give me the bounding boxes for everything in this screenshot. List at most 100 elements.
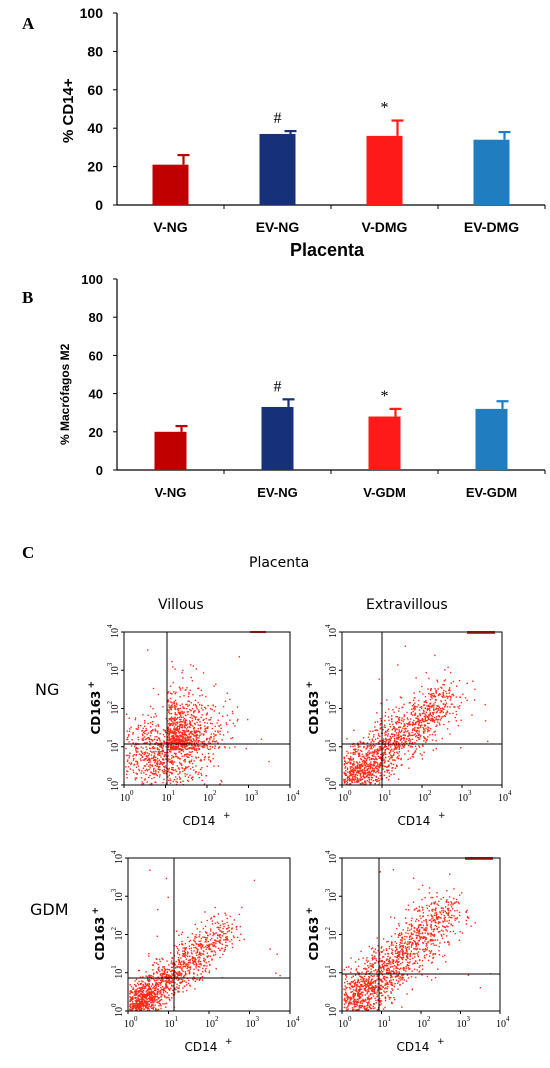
flow-event-dot (155, 759, 157, 761)
flow-event-dot (198, 737, 200, 739)
flow-event-dot (430, 696, 432, 698)
flow-event-dot (153, 770, 155, 772)
flow-event-dot (183, 740, 185, 743)
flow-x-tick-label: 10 (120, 793, 130, 804)
flow-event-dot (353, 760, 355, 763)
flow-event-dot (343, 968, 345, 971)
flow-event-dot (380, 722, 382, 725)
flow-event-dot (135, 990, 138, 993)
flow-event-dot (412, 729, 414, 731)
flow-event-dot (451, 902, 453, 904)
flow-event-dot (213, 765, 215, 767)
flow-event-dot (165, 751, 167, 754)
flow-event-dot (352, 752, 354, 754)
flow-event-dot (162, 745, 164, 748)
flow-event-dot (126, 730, 129, 732)
flow-event-dot (165, 746, 167, 748)
flow-event-dot (126, 736, 129, 739)
flow-event-dot (417, 717, 419, 720)
flow-event-dot (169, 760, 172, 763)
flow-event-dot (143, 1001, 145, 1003)
flow-event-dot (452, 712, 454, 715)
flow-event-dot (413, 706, 415, 708)
flow-event-dot (433, 709, 435, 712)
flow-event-dot (180, 982, 182, 984)
flow-event-dot (131, 1003, 134, 1005)
flow-event-dot (179, 723, 181, 726)
flow-event-dot (243, 938, 245, 941)
flow-event-dot (190, 732, 192, 734)
flow-event-dot (171, 754, 173, 757)
flow-event-dot (134, 980, 136, 982)
flow-event-dot (146, 759, 149, 762)
flow-event-dot (379, 766, 381, 768)
flow-event-dot (343, 778, 345, 781)
flow-event-dot (373, 975, 375, 977)
flow-event-dot (222, 931, 224, 933)
flow-event-dot (171, 730, 174, 732)
flow-event-dot (349, 767, 352, 770)
flow-event-dot (416, 736, 419, 739)
flow-event-dot (447, 695, 449, 698)
flow-event-dot (214, 953, 217, 956)
flow-event-dot (402, 734, 404, 736)
flow-event-dot (350, 957, 352, 959)
flow-event-dot (379, 735, 381, 738)
flow-event-dot (395, 744, 398, 746)
flow-event-dot (443, 703, 445, 706)
flow-event-dot (442, 694, 445, 697)
flow-event-dot (396, 720, 398, 723)
flow-event-dot (185, 730, 188, 732)
flow-event-dot (396, 765, 398, 768)
flow-event-dot (371, 752, 373, 754)
flow-event-dot (363, 771, 366, 774)
flow-event-dot (433, 703, 435, 705)
flow-event-dot (214, 706, 217, 708)
flow-event-dot (180, 723, 182, 726)
flow-event-dot (184, 714, 187, 716)
flow-event-dot (353, 985, 356, 988)
flow-event-dot (171, 979, 174, 982)
flow-event-dot (195, 737, 197, 739)
flow-event-dot (169, 728, 171, 730)
flow-event-dot (372, 758, 375, 760)
flow-event-dot (160, 995, 163, 998)
flow-event-dot (416, 969, 418, 971)
flow-event-dot (239, 925, 242, 928)
flow-event-dot (346, 779, 349, 782)
flow-event-dot (172, 769, 175, 772)
flow-event-dot (396, 741, 399, 743)
flow-event-dot (384, 715, 386, 717)
flow-event-dot (184, 947, 186, 949)
flow-event-dot (201, 733, 203, 735)
flow-event-dot (384, 734, 386, 736)
flow-event-dot (139, 1009, 141, 1011)
flow-event-dot (159, 733, 161, 735)
flow-event-dot (359, 745, 361, 748)
flow-event-dot (183, 760, 185, 762)
flow-event-dot (134, 1006, 136, 1008)
flow-event-dot (450, 671, 452, 674)
flow-event-dot (440, 929, 443, 932)
flow-event-dot (194, 923, 197, 926)
flow-event-dot (439, 724, 441, 726)
flow-event-dot (148, 738, 150, 741)
flow-event-dot (179, 738, 181, 740)
flow-event-dot (399, 745, 401, 747)
flow-event-dot (151, 998, 153, 1000)
flow-event-dot (424, 707, 426, 709)
flow-event-dot (398, 754, 400, 757)
flow-event-dot (154, 781, 156, 783)
flow-event-dot (417, 955, 420, 958)
flow-event-dot (402, 954, 404, 957)
flow-event-dot (209, 760, 212, 763)
flow-event-dot (140, 759, 142, 762)
flow-event-dot (199, 931, 201, 933)
flow-event-dot (394, 745, 396, 747)
flow-event-dot (150, 993, 153, 996)
flow-event-dot (180, 718, 182, 721)
flow-event-dot (189, 736, 191, 738)
x-tick-label: EV-NG (257, 485, 297, 500)
flow-event-dot (209, 739, 211, 741)
flow-event-dot (404, 741, 406, 743)
